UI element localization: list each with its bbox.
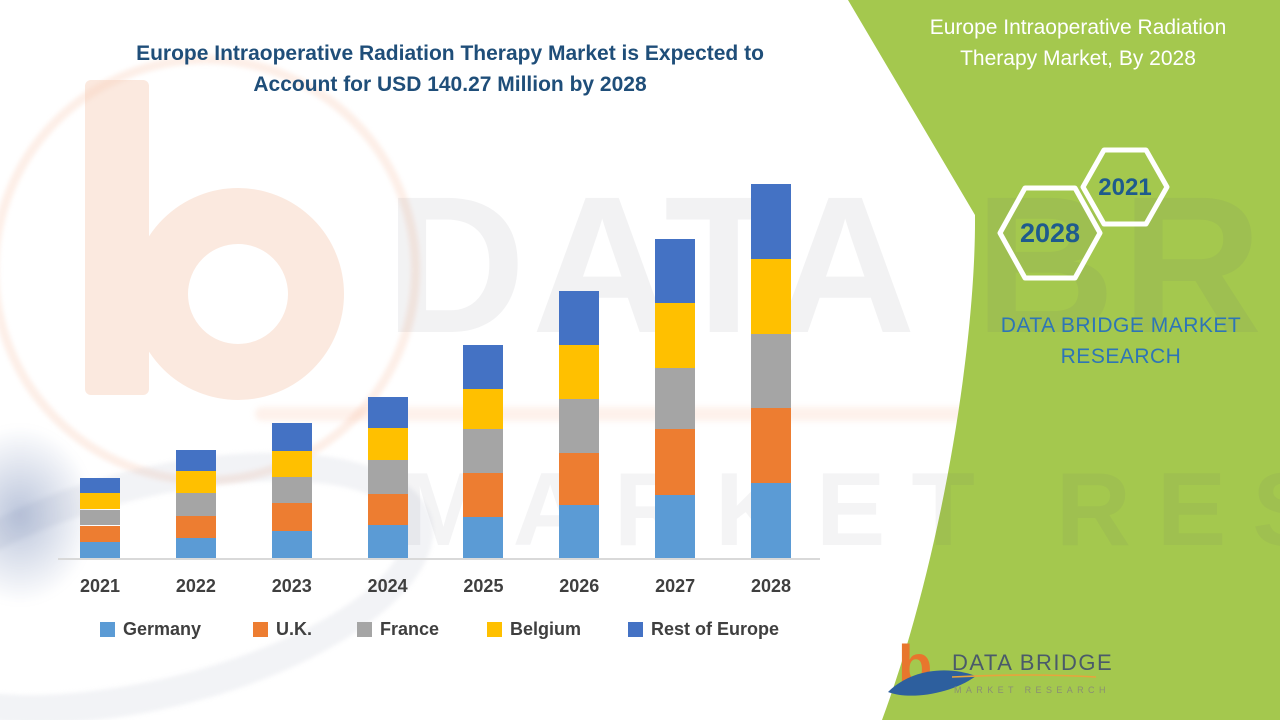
legend-item-belgium: Belgium bbox=[487, 619, 581, 640]
bar-segment-rest-of-europe-2021 bbox=[80, 478, 120, 494]
x-axis-label-2023: 2023 bbox=[271, 576, 312, 596]
panel-brand-text: DATA BRIDGE MARKET RESEARCH bbox=[960, 310, 1280, 372]
bar-segment-u-k--2023 bbox=[271, 503, 312, 531]
legend-swatch bbox=[357, 622, 372, 637]
legend-label: Belgium bbox=[510, 619, 582, 639]
bar-segment-rest-of-europe-2028 bbox=[751, 184, 792, 259]
bar-segment-france-2021 bbox=[80, 509, 120, 526]
x-axis-line bbox=[58, 558, 820, 560]
panel-brand-line2: RESEARCH bbox=[1060, 345, 1182, 368]
legend-swatch bbox=[487, 622, 502, 637]
bar-segment-germany-2026 bbox=[559, 505, 600, 558]
bar-segment-germany-2028 bbox=[751, 483, 792, 558]
bar-segment-france-2026 bbox=[559, 398, 600, 453]
bar-segment-germany-2024 bbox=[367, 524, 408, 558]
bar-segment-france-2027 bbox=[655, 368, 696, 429]
bar-segment-rest-of-europe-2023 bbox=[271, 423, 312, 452]
bar-segment-france-2028 bbox=[751, 333, 792, 409]
x-axis-label-2022: 2022 bbox=[175, 576, 216, 596]
bar-segment-germany-2022 bbox=[175, 538, 216, 558]
hexagon-years-graphic: 2028 2021 bbox=[997, 147, 1170, 281]
bar-segment-belgium-2027 bbox=[655, 302, 696, 369]
bar-segment-u-k--2022 bbox=[175, 515, 216, 539]
x-axis-label-2026: 2026 bbox=[559, 576, 600, 596]
dbmr-logo: b DATA BRIDGE MARKET RESEARCH bbox=[888, 633, 1113, 696]
bar-segment-belgium-2023 bbox=[271, 451, 312, 478]
logo-sub-text: MARKET RESEARCH bbox=[954, 685, 1110, 695]
bar-segment-germany-2023 bbox=[271, 530, 312, 558]
x-axis-label-2027: 2027 bbox=[655, 576, 696, 596]
legend-label: France bbox=[380, 619, 440, 639]
watermark-blue-swoosh-shape bbox=[0, 425, 95, 605]
main-title-line2: Account for USD 140.27 Million by 2028 bbox=[253, 73, 647, 96]
legend-label: U.K. bbox=[276, 619, 312, 639]
bar-segment-france-2024 bbox=[367, 460, 408, 495]
legend-swatch bbox=[253, 622, 268, 637]
bar-segment-france-2022 bbox=[175, 493, 216, 516]
bar-segment-germany-2025 bbox=[463, 516, 504, 558]
watermark-pink-band-shape bbox=[255, 407, 980, 421]
hexagon-2028-outline bbox=[997, 185, 1103, 281]
bar-segment-u-k--2027 bbox=[655, 428, 696, 495]
watermark-text-data-bridge: DATA BRIDGE bbox=[385, 156, 1280, 374]
bar-segment-belgium-2022 bbox=[175, 471, 216, 494]
legend-label: Rest of Europe bbox=[651, 619, 780, 639]
bar-segment-rest-of-europe-2022 bbox=[175, 450, 216, 472]
main-title: Europe Intraoperative Radiation Therapy … bbox=[25, 38, 875, 100]
bar-segment-u-k--2024 bbox=[367, 494, 408, 525]
panel-title: Europe Intraoperative Radiation Therapy … bbox=[880, 12, 1276, 74]
hexagon-2021-label: 2021 bbox=[1098, 174, 1151, 201]
bar-segment-germany-2027 bbox=[655, 494, 696, 558]
bar-segment-u-k--2026 bbox=[559, 452, 600, 506]
green-side-panel bbox=[848, 0, 1280, 720]
x-axis-label-2021: 2021 bbox=[79, 576, 121, 596]
legend-swatch bbox=[100, 622, 115, 637]
hexagon-2021-outline bbox=[1080, 147, 1170, 227]
logo-orange-underline bbox=[951, 674, 1097, 678]
bar-segment-belgium-2026 bbox=[559, 344, 600, 399]
bar-segment-belgium-2021 bbox=[80, 493, 120, 510]
legend-label: Germany bbox=[123, 619, 202, 639]
panel-title-line1: Europe Intraoperative Radiation bbox=[929, 16, 1227, 39]
bar-segment-belgium-2024 bbox=[367, 428, 408, 461]
x-axis-label-2028: 2028 bbox=[750, 576, 792, 596]
x-axis-label-2025: 2025 bbox=[463, 576, 504, 596]
panel-title-line2: Therapy Market, By 2028 bbox=[960, 47, 1196, 70]
bar-segment-belgium-2028 bbox=[751, 258, 792, 334]
bar-segment-u-k--2021 bbox=[80, 525, 120, 543]
bar-segment-france-2023 bbox=[271, 477, 312, 504]
bar-segment-rest-of-europe-2025 bbox=[463, 344, 504, 389]
bar-segment-france-2025 bbox=[463, 428, 504, 473]
legend-item-u-k-: U.K. bbox=[253, 619, 312, 640]
bar-segment-u-k--2028 bbox=[751, 408, 792, 484]
legend-item-france: France bbox=[357, 619, 439, 640]
bar-segment-belgium-2025 bbox=[463, 388, 504, 429]
bar-segment-germany-2021 bbox=[80, 542, 120, 558]
legend-item-germany: Germany bbox=[100, 619, 201, 640]
bar-segment-rest-of-europe-2024 bbox=[367, 396, 408, 429]
watermark-text-market-research: MARKET RESEARCH bbox=[400, 452, 1280, 568]
panel-brand-line1: DATA BRIDGE MARKET bbox=[1000, 314, 1242, 337]
bar-segment-u-k--2025 bbox=[463, 472, 504, 517]
bar-segment-rest-of-europe-2027 bbox=[655, 238, 696, 303]
main-title-line1: Europe Intraoperative Radiation Therapy … bbox=[136, 42, 764, 65]
x-axis-label-2024: 2024 bbox=[367, 576, 408, 596]
legend-item-rest-of-europe: Rest of Europe bbox=[628, 619, 779, 640]
logo-brand-text: DATA BRIDGE bbox=[952, 650, 1113, 675]
legend-swatch bbox=[628, 622, 643, 637]
bar-segment-rest-of-europe-2026 bbox=[559, 291, 600, 345]
hexagon-2028-label: 2028 bbox=[1020, 218, 1080, 248]
